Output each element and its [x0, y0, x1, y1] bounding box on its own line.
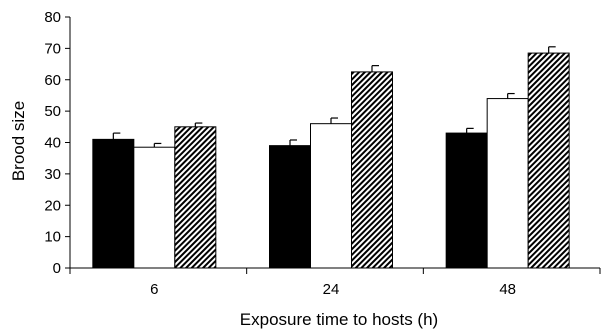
y-tick-label-80: 80	[44, 9, 61, 26]
x-axis-title: Exposure time to hosts (h)	[240, 310, 438, 329]
y-tick-label-40: 40	[44, 135, 61, 152]
bar-6-series-3	[174, 126, 217, 269]
bar-48-series-3	[527, 52, 570, 269]
x-tick-label-6: 6	[150, 281, 158, 298]
y-tick-label-20: 20	[44, 197, 61, 214]
bar-6-series-2	[133, 146, 176, 269]
y-tick-label-60: 60	[44, 72, 61, 89]
bar-24-series-3	[351, 71, 393, 269]
y-tick-label-30: 30	[44, 166, 61, 183]
bar-48-series-1	[445, 132, 488, 269]
bar-24-series-2	[310, 123, 352, 269]
plot-area: 0 10 20 30 40 50 60 70 80 6 24 48	[44, 9, 601, 298]
x-tick-label-48: 48	[499, 281, 516, 298]
y-axis-title: Brood size	[9, 101, 28, 181]
bar-6-series-1	[92, 138, 135, 269]
y-tick-label-50: 50	[44, 103, 61, 120]
bar-48-series-2	[486, 98, 529, 269]
y-tick-label-70: 70	[44, 40, 61, 57]
y-tick-label-10: 10	[44, 229, 61, 246]
x-tick-label-24: 24	[323, 281, 340, 298]
y-tick-label-0: 0	[53, 260, 61, 277]
bar-24-series-1	[269, 145, 311, 269]
